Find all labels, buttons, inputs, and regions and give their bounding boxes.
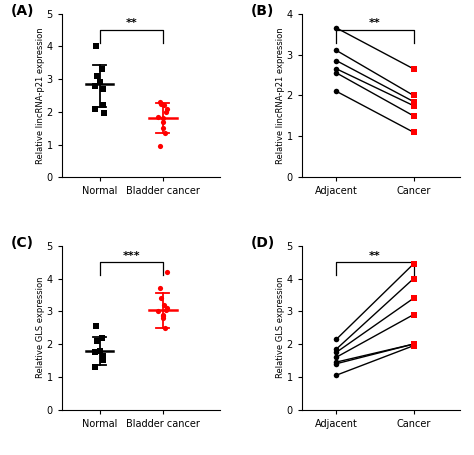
Point	[333, 69, 340, 76]
Point	[159, 313, 167, 320]
Point	[333, 47, 340, 54]
Point	[156, 285, 164, 292]
Point	[156, 98, 164, 106]
Point	[155, 113, 162, 120]
Point	[94, 72, 101, 80]
Point	[161, 324, 169, 331]
Text: **: **	[369, 18, 381, 28]
Point	[159, 118, 167, 125]
Point	[333, 57, 340, 64]
Point	[160, 101, 167, 109]
Y-axis label: Relative lincRNA-p21 expression: Relative lincRNA-p21 expression	[36, 27, 45, 164]
Point	[410, 260, 417, 268]
Point	[333, 349, 340, 356]
Point	[100, 110, 108, 117]
Point	[99, 357, 107, 364]
Point	[333, 345, 340, 353]
Text: (A): (A)	[11, 4, 35, 18]
Point	[410, 65, 417, 72]
Point	[98, 66, 105, 73]
Point	[162, 108, 170, 116]
Point	[91, 364, 99, 371]
Point	[410, 275, 417, 282]
Point	[410, 295, 417, 302]
Point	[333, 88, 340, 95]
Point	[159, 314, 166, 322]
Point	[159, 311, 167, 318]
Y-axis label: Relative GLS expression: Relative GLS expression	[36, 277, 45, 379]
Text: (B): (B)	[251, 4, 274, 18]
Point	[333, 24, 340, 31]
Point	[100, 352, 107, 359]
Point	[91, 105, 99, 112]
Point	[159, 115, 167, 122]
Point	[99, 101, 107, 109]
Text: **: **	[125, 18, 137, 28]
Y-axis label: Relative GLS expression: Relative GLS expression	[276, 277, 285, 379]
Point	[155, 308, 162, 315]
Y-axis label: Relative lincRNA-p21 expression: Relative lincRNA-p21 expression	[276, 27, 285, 164]
Point	[410, 92, 417, 99]
Point	[98, 334, 105, 341]
Point	[93, 323, 100, 330]
Point	[410, 340, 417, 348]
Point	[410, 102, 417, 109]
Point	[333, 335, 340, 343]
Point	[333, 354, 340, 361]
Point	[100, 85, 107, 92]
Point	[333, 65, 340, 72]
Point	[333, 372, 340, 379]
Point	[410, 129, 417, 136]
Point	[410, 98, 417, 105]
Point	[163, 304, 171, 312]
Point	[163, 105, 171, 112]
Point	[94, 337, 101, 344]
Point	[93, 43, 100, 50]
Point	[161, 129, 169, 136]
Point	[157, 295, 164, 302]
Point	[91, 349, 99, 356]
Text: **: **	[369, 251, 381, 261]
Point	[410, 342, 417, 349]
Point	[162, 306, 170, 313]
Text: (D): (D)	[251, 236, 275, 250]
Point	[333, 359, 340, 366]
Point	[410, 311, 417, 318]
Text: (C): (C)	[11, 236, 34, 250]
Point	[160, 301, 167, 308]
Point	[91, 82, 99, 89]
Point	[333, 360, 340, 367]
Point	[163, 268, 171, 276]
Point	[157, 100, 164, 107]
Point	[159, 125, 166, 132]
Point	[156, 142, 164, 150]
Point	[96, 347, 104, 354]
Point	[410, 112, 417, 120]
Point	[410, 340, 417, 348]
Text: ***: ***	[122, 251, 140, 261]
Point	[96, 79, 104, 86]
